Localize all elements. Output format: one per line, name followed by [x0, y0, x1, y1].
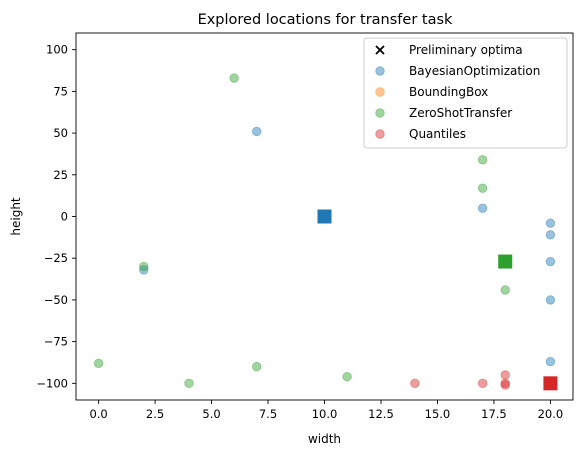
y-axis-label: height — [9, 197, 23, 236]
zeroshottransfer-point — [229, 73, 239, 83]
y-tick-label: −25 — [44, 251, 68, 265]
bayesianoptimization-point — [545, 230, 556, 240]
legend-box — [363, 37, 568, 149]
y-tick-label: −75 — [44, 335, 68, 349]
legend-label: BayesianOptimization — [409, 64, 540, 78]
legend-marker — [375, 108, 385, 118]
y-axis: 100 75 50 25 0 −25 −50 −75 −100 — [36, 43, 76, 390]
legend-marker — [375, 87, 385, 97]
legend-label: BoundingBox — [409, 85, 488, 99]
zeroshottransfer-point — [342, 371, 352, 382]
y-tick-label: 100 — [46, 43, 68, 57]
legend: Preliminary optima BayesianOptimization Bo… — [363, 37, 568, 149]
x-tick-label: 0.0 — [89, 407, 107, 421]
y-tick-label: 0 — [61, 210, 68, 224]
x-tick-label: 12.5 — [368, 407, 394, 421]
legend-label: Quantiles — [409, 127, 466, 141]
quantiles-point — [500, 380, 510, 390]
bayesianoptimization-point — [477, 203, 488, 213]
zeroshottransfer-point — [477, 155, 488, 165]
bayesianoptimization-point — [545, 295, 556, 305]
zeroshottransfer-point — [184, 378, 194, 389]
bayesianoptimization-point — [545, 218, 556, 228]
y-tick-label: −50 — [44, 293, 68, 307]
zeroshottransfer-point — [139, 261, 149, 272]
x-tick-label: 7.5 — [259, 407, 277, 421]
square-marker — [543, 376, 558, 391]
zeroshottransfer-point — [500, 285, 510, 295]
bayesianoptimization-point — [545, 356, 556, 367]
legend-label: Preliminary optima — [409, 43, 523, 57]
square-marker — [317, 209, 332, 224]
quantiles-point — [500, 378, 510, 389]
plot-area — [93, 73, 558, 391]
chart-title: Explored locations for transfer task — [198, 12, 453, 28]
y-tick-label: 75 — [53, 84, 68, 98]
bayesianoptimization-point — [545, 256, 556, 267]
x-axis: 0.0 2.5 5.0 7.5 10.0 12.5 15.0 17.5 20.0 — [89, 400, 563, 421]
x-tick-label: 5.0 — [202, 407, 220, 421]
x-tick-label: 20.0 — [538, 407, 564, 421]
legend-marker — [375, 129, 385, 139]
quantiles-point — [477, 378, 488, 389]
x-tick-label: 2.5 — [146, 407, 164, 421]
x-axis-label: width — [308, 432, 341, 446]
y-tick-label: 25 — [53, 168, 68, 182]
x-tick-label: 17.5 — [481, 407, 507, 421]
zeroshottransfer-point — [477, 183, 488, 193]
quantiles-point — [500, 370, 510, 380]
square-marker — [498, 254, 513, 269]
y-tick-label: 50 — [53, 126, 68, 140]
legend-marker — [375, 66, 385, 76]
bayesianoptimization-point — [139, 265, 149, 275]
y-tick-label: −100 — [36, 376, 68, 390]
zeroshottransfer-point — [252, 361, 262, 372]
legend-label: ZeroShotTransfer — [409, 106, 512, 120]
x-tick-label: 15.0 — [425, 407, 451, 421]
legend-x-marker — [375, 45, 385, 55]
bayesianoptimization-point — [252, 126, 262, 137]
x-tick-label: 10.0 — [312, 407, 338, 421]
zeroshottransfer-point — [93, 358, 104, 369]
quantiles-point — [410, 378, 420, 389]
